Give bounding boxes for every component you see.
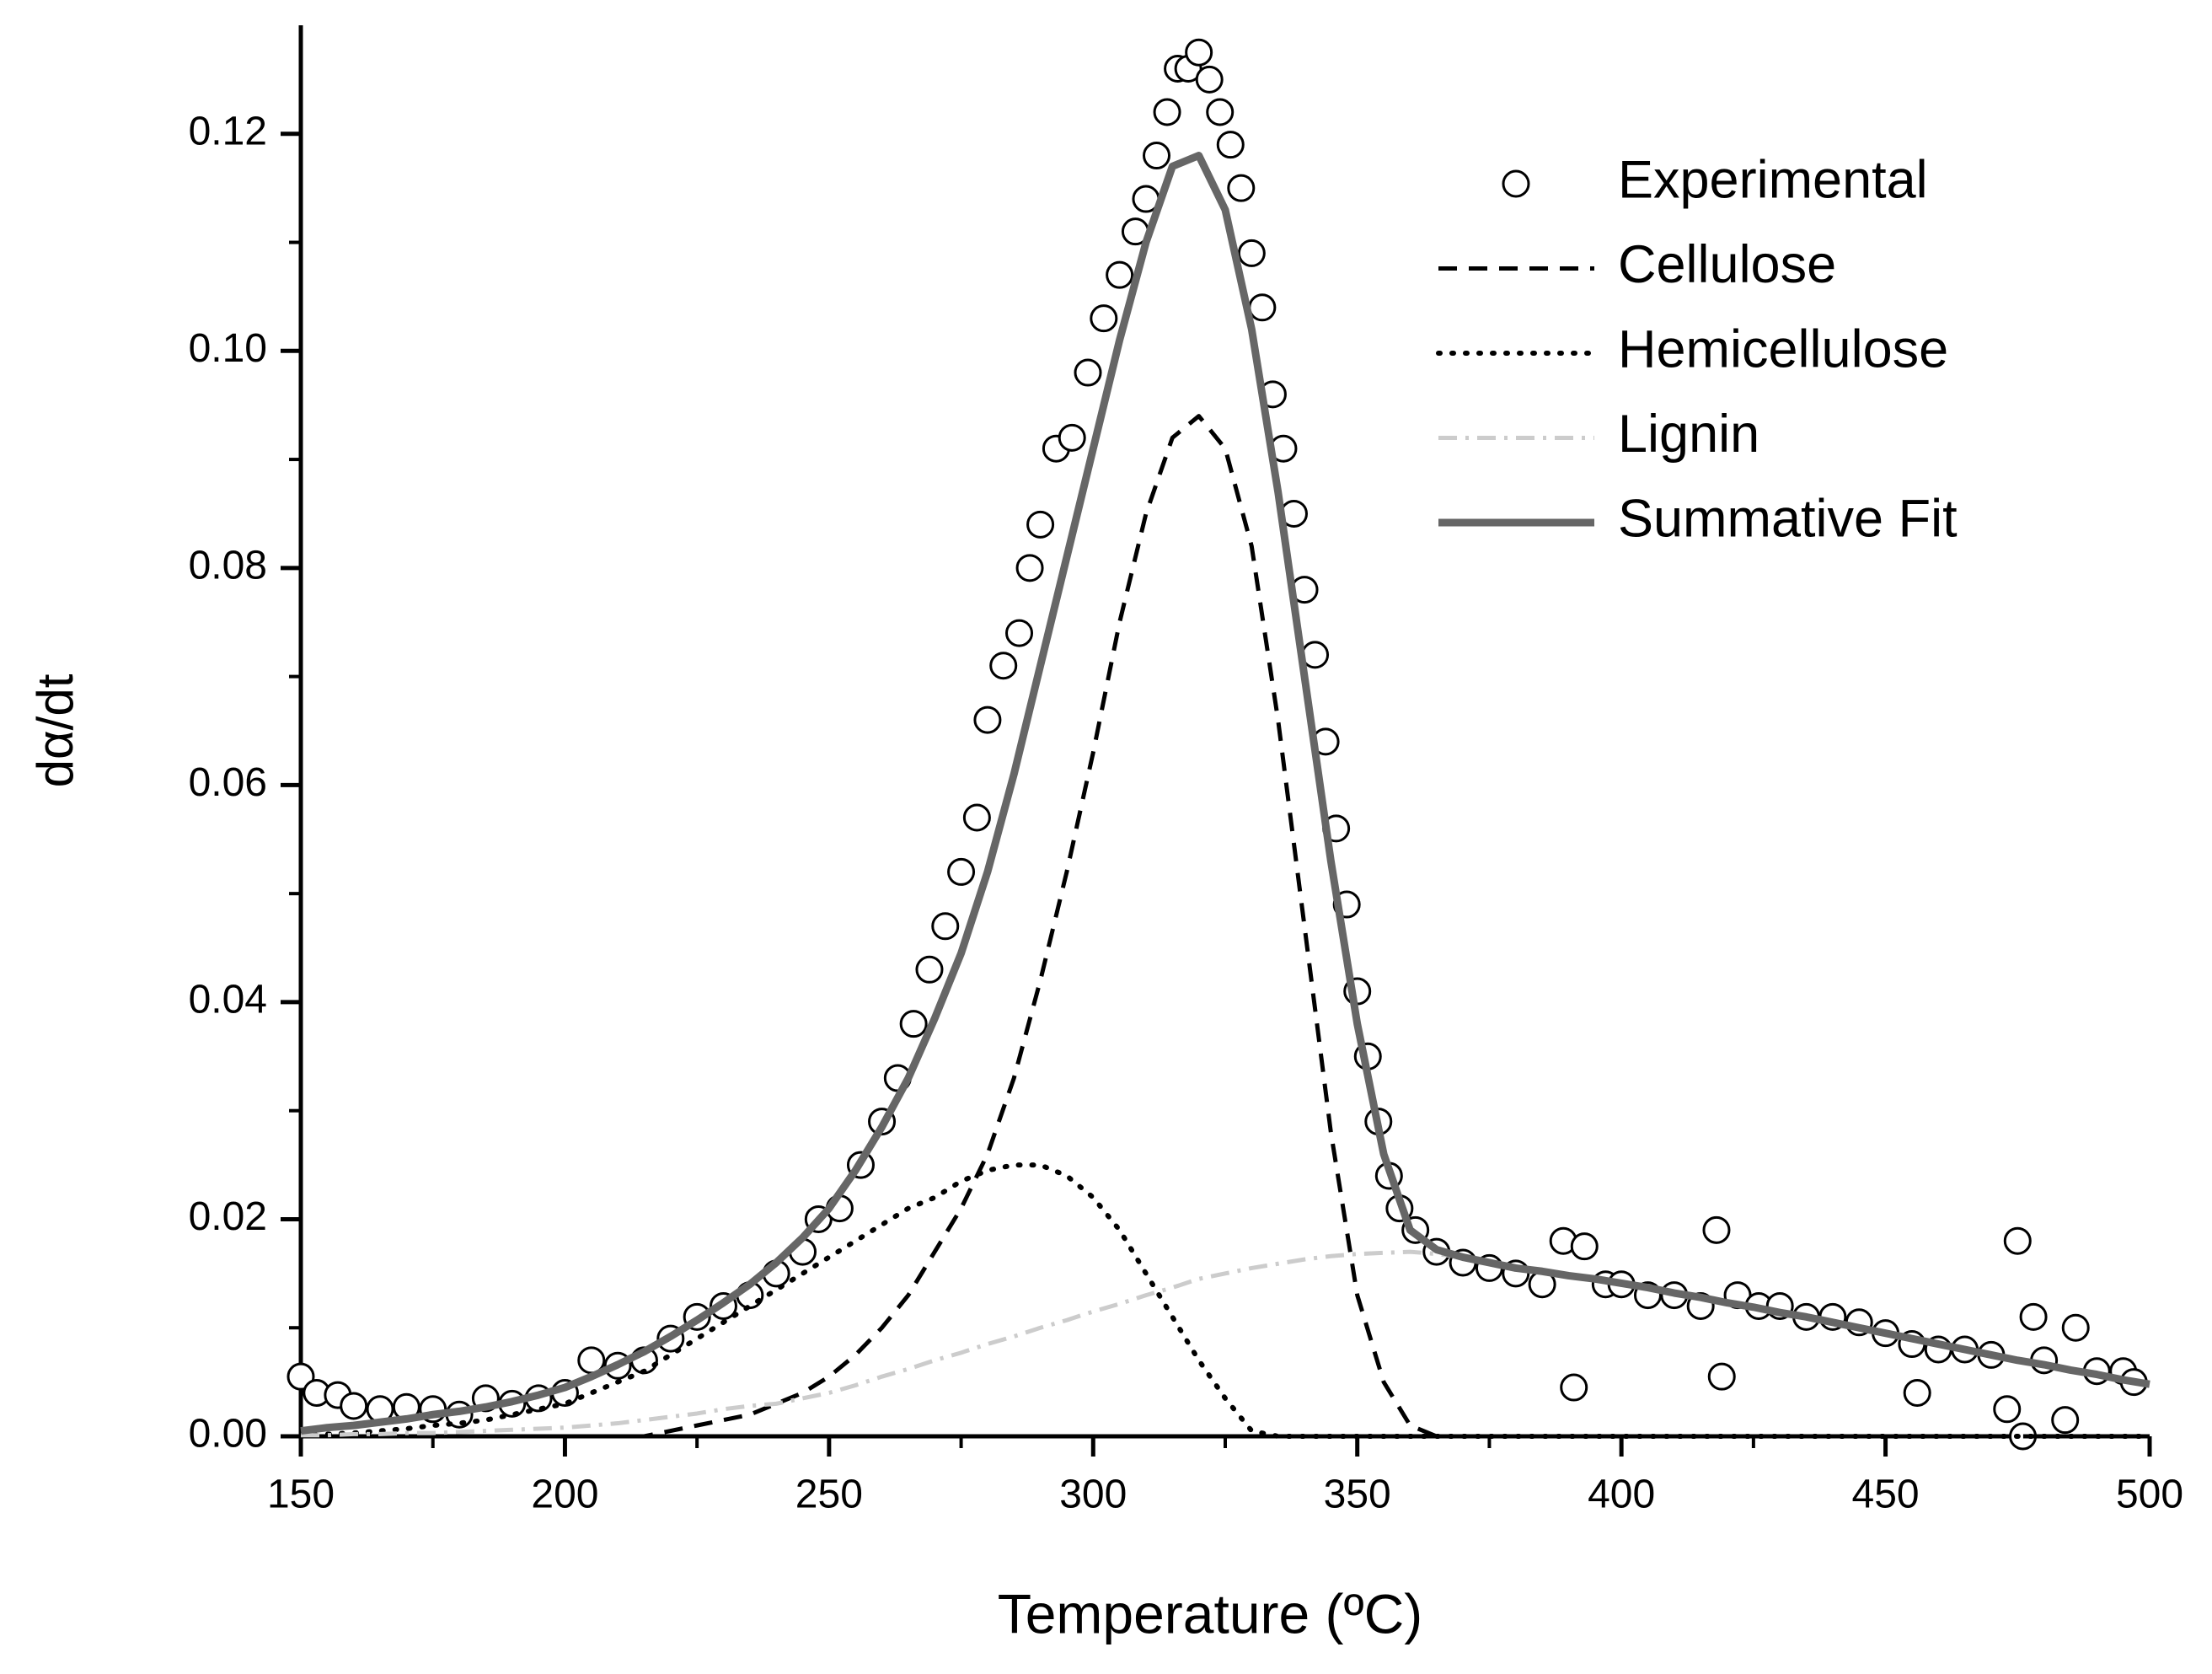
data-point <box>947 857 976 886</box>
x-tick-label: 250 <box>795 1473 863 1517</box>
y-tick-label: 0.12 <box>189 109 267 153</box>
x-tick-label: 350 <box>1324 1473 1391 1517</box>
data-point <box>1195 65 1224 94</box>
data-point <box>1206 98 1235 126</box>
legend-label: Hemicellulose <box>1618 320 1948 379</box>
y-tick-label: 0.06 <box>189 760 267 805</box>
data-point <box>899 1010 928 1038</box>
data-point <box>1707 1362 1736 1391</box>
data-point <box>1153 98 1181 126</box>
data-point <box>973 706 1002 734</box>
data-point <box>1106 260 1134 289</box>
data-point <box>1143 142 1171 170</box>
data-point <box>1702 1215 1731 1244</box>
data-point <box>1570 1232 1599 1261</box>
data-point <box>1993 1395 2022 1424</box>
data-point <box>2051 1406 2080 1435</box>
data-point <box>1185 38 1213 67</box>
legend-label: Experimental <box>1618 151 1928 210</box>
data-point <box>915 955 944 984</box>
data-point <box>962 803 991 832</box>
data-point <box>1216 131 1245 159</box>
y-tick-label: 0.00 <box>189 1412 267 1457</box>
x-tick-label: 450 <box>1852 1473 1920 1517</box>
data-point <box>340 1392 368 1420</box>
x-tick-label: 500 <box>2116 1473 2183 1517</box>
data-point <box>1560 1373 1588 1402</box>
data-point <box>1903 1378 1931 1407</box>
data-point <box>989 652 1018 680</box>
series-line <box>298 1162 2152 1439</box>
data-point <box>2061 1313 2090 1342</box>
legend-label: Cellulose <box>1618 235 1836 294</box>
x-tick-label: 200 <box>531 1473 598 1517</box>
data-point <box>1058 423 1086 452</box>
data-point <box>2019 1302 2048 1331</box>
legend-marker <box>1502 169 1530 198</box>
x-tick-label: 400 <box>1588 1473 1655 1517</box>
x-axis-title: Temperature (ºC) <box>998 1582 1423 1644</box>
data-point <box>1015 554 1044 582</box>
x-tick-label: 150 <box>267 1473 335 1517</box>
legend-label: Summative Fit <box>1618 490 1958 549</box>
data-point <box>1227 174 1256 202</box>
y-tick-label: 0.04 <box>189 978 267 1022</box>
y-tick-label: 0.02 <box>189 1194 267 1239</box>
data-point <box>1090 304 1118 333</box>
data-point <box>2003 1226 2032 1255</box>
data-point <box>1074 358 1102 387</box>
data-point <box>1237 239 1266 267</box>
series-line <box>301 1249 2150 1438</box>
legend-label: Lignin <box>1618 405 1759 464</box>
series-line <box>300 152 2150 1435</box>
data-point <box>1248 293 1277 322</box>
y-tick-label: 0.10 <box>189 326 267 371</box>
data-point <box>1026 510 1055 539</box>
x-tick-label: 300 <box>1059 1473 1127 1517</box>
data-point <box>931 912 960 941</box>
data-point <box>1005 619 1034 647</box>
y-axis-title: dα/dt <box>27 673 83 787</box>
series-line <box>301 414 2150 1439</box>
y-tick-label: 0.08 <box>189 544 267 588</box>
